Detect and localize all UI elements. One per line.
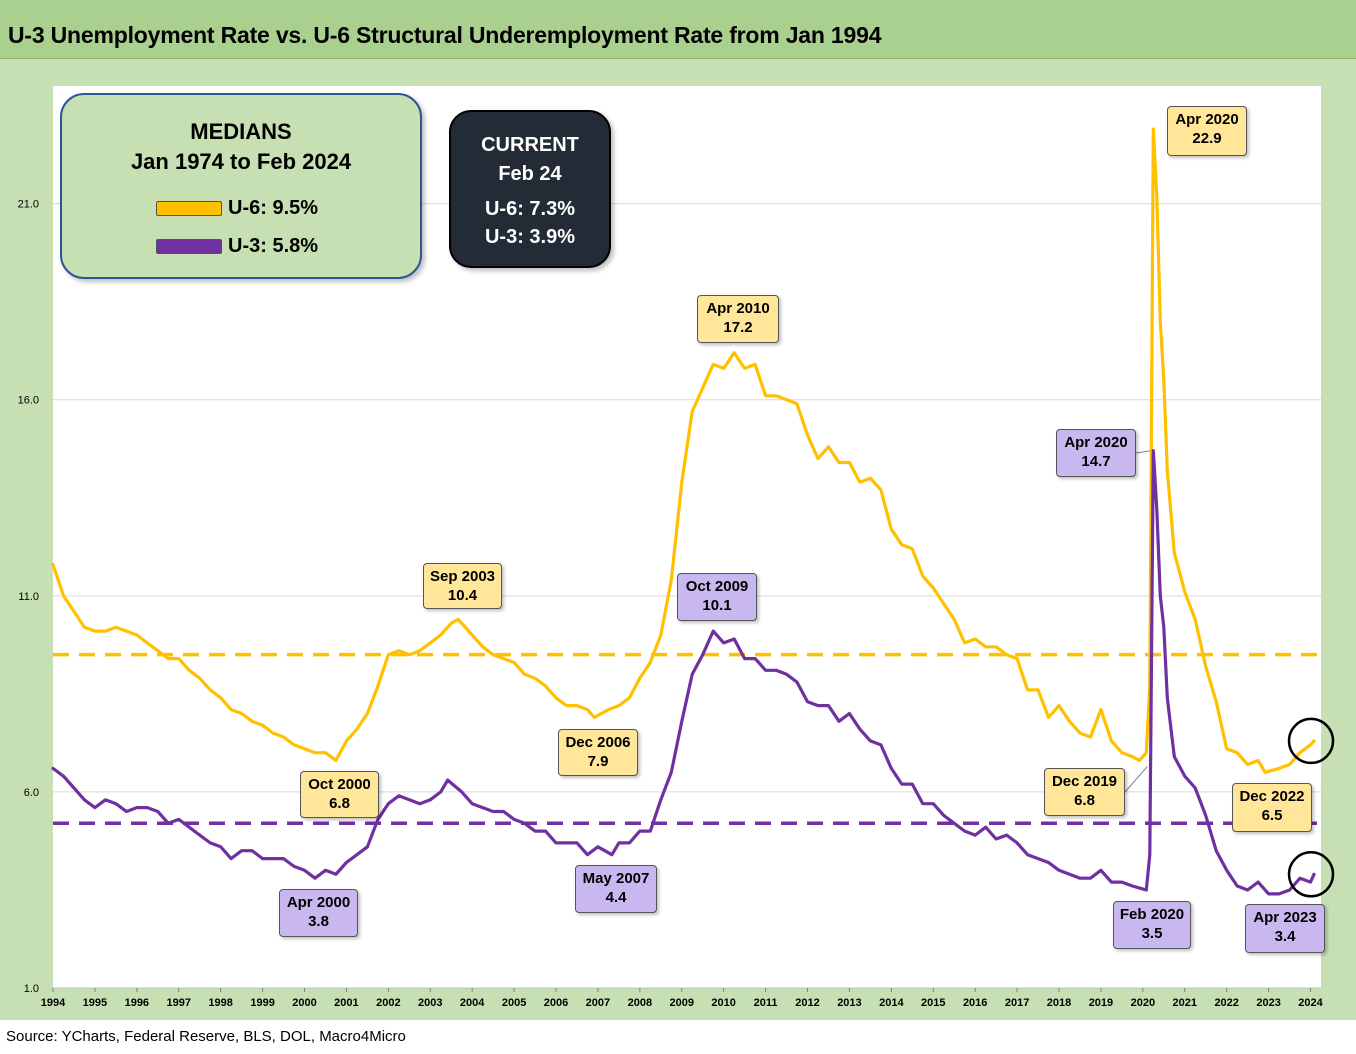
current-box: CURRENT Feb 24 U-6: 7.3% U-3: 3.9% [449,110,611,268]
x-tick-label: 2017 [1005,997,1029,1009]
series-line-u-6 [51,127,1316,774]
y-tick-label: 11.0 [18,591,39,603]
x-tick-label: 1999 [250,997,274,1009]
annotation-u3-oct-2009: Oct 2009 10.1 [677,573,757,621]
x-tick-label: 2018 [1047,997,1071,1009]
y-tick-label: 16.0 [18,395,39,407]
current-circle-u-3 [1287,851,1335,898]
x-tick-label: 2023 [1256,997,1280,1009]
x-tick-label: 2002 [376,997,400,1009]
current-date: Feb 24 [498,163,562,185]
x-tick-label: 2016 [963,997,987,1009]
x-tick-label: 2010 [711,997,735,1009]
annotation-u6-apr-2010: Apr 2010 17.2 [697,295,779,343]
x-tick-label: 2009 [670,997,694,1009]
x-tick-label: 1997 [167,997,191,1009]
annotation-u6-dec-2006: Dec 2006 7.9 [558,729,638,776]
x-tick-label: 1998 [208,997,232,1009]
source-note: Source: YCharts, Federal Reserve, BLS, D… [6,1028,406,1045]
leader-u3-apr-2020 [1135,450,1151,454]
x-tick-label: 2005 [502,997,526,1009]
x-tick-label: 2021 [1173,997,1197,1009]
x-tick-label: 1994 [41,997,66,1009]
x-tick-label: 2001 [334,997,358,1009]
x-tick-label: 2003 [418,997,442,1009]
x-tick-label: 2014 [879,997,904,1009]
x-axis-ticks: 1994 1995 1996 1997 1998 1999 2000 2001 2002 2003… [41,988,1324,1009]
leader-u6-dec-2019 [1124,766,1148,793]
x-tick-label: 1995 [83,997,107,1009]
x-tick-label: 2008 [628,997,652,1009]
chart-title: U-3 Unemployment Rate vs. U-6 Structural… [8,22,882,48]
annotation-u6-apr-2020: Apr 2020 22.9 [1167,106,1247,156]
legend-u3-swatch [156,239,222,254]
x-tick-label: 2020 [1131,997,1155,1009]
y-tick-label: 6.0 [24,787,39,799]
y-tick-label: 21.0 [18,199,39,211]
median-lines [53,652,1321,826]
legend-u6-swatch [156,201,222,216]
annotation-u6-dec-2019: Dec 2019 6.8 [1044,768,1125,816]
y-axis-ticks: 1.0 6.0 11.0 16.0 21.0 [18,199,39,995]
x-tick-label: 2006 [544,997,568,1009]
medians-box: MEDIANS Jan 1974 to Feb 2024 U-6: 9.5% U… [60,93,422,279]
annotation-u3-may-2007: May 2007 4.4 [575,865,657,913]
x-tick-label: 2024 [1298,997,1323,1009]
x-tick-label: 2011 [754,997,778,1009]
medians-subtitle: Jan 1974 to Feb 2024 [130,149,352,174]
x-tick-label: 2007 [586,997,610,1009]
title-bar: U-3 Unemployment Rate vs. U-6 Structural… [0,0,1356,59]
current-u6: U-6: 7.3% [484,198,576,220]
x-tick-label: 2012 [795,997,819,1009]
annotation-u6-dec-2022: Dec 2022 6.5 [1232,783,1312,832]
y-tick-label: 1.0 [24,983,39,995]
annotation-u3-apr-2020: Apr 2020 14.7 [1056,429,1136,477]
legend-u6-label: U-6: 9.5% [228,197,319,219]
series-lines [51,127,1316,896]
current-u3: U-3: 3.9% [484,226,576,248]
series-line-u-3 [51,449,1316,896]
annotation-u3-apr-2000: Apr 2000 3.8 [279,889,358,937]
x-tick-label: 2019 [1089,997,1113,1009]
annotation-u6-sep-2003: Sep 2003 10.4 [423,563,502,609]
annotation-leaders [1124,450,1151,793]
x-tick-label: 2013 [837,997,861,1009]
current-highlights [1287,717,1335,898]
x-tick-label: 2022 [1214,997,1238,1009]
annotation-u3-apr-2023: Apr 2023 3.4 [1245,904,1325,953]
annotation-u6-oct-2000: Oct 2000 6.8 [300,771,379,818]
x-tick-label: 2004 [460,997,485,1009]
x-tick-label: 1996 [125,997,149,1009]
medians-title: MEDIANS [190,119,292,144]
legend-u3-label: U-3: 5.8% [228,235,319,257]
current-circle-u-6 [1287,717,1335,765]
x-tick-label: 2015 [921,997,945,1009]
current-title: CURRENT [481,134,579,156]
annotation-u3-feb-2020: Feb 2020 3.5 [1113,901,1191,949]
x-tick-label: 2000 [292,997,316,1009]
